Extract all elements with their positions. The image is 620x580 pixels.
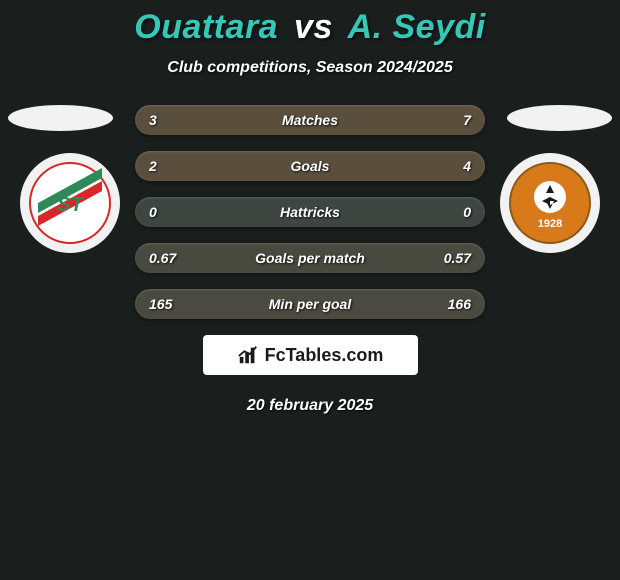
stat-row: 165 Min per goal 166 <box>135 289 485 319</box>
stat-value-right: 166 <box>431 296 471 312</box>
team-badge-left: ST <box>20 153 120 253</box>
chart-bars-icon <box>237 344 259 366</box>
stat-row: 3 Matches 7 <box>135 105 485 135</box>
player2-name: A. Seydi <box>348 8 486 46</box>
stat-label: Goals per match <box>255 250 365 266</box>
stat-value-left: 3 <box>149 112 189 128</box>
stat-row: 2 Goals 4 <box>135 151 485 181</box>
brand-text: FcTables.com <box>265 345 384 366</box>
right-oval-decoration <box>507 105 612 131</box>
stat-label: Matches <box>282 112 338 128</box>
svg-text:ST: ST <box>57 194 84 216</box>
left-oval-decoration <box>8 105 113 131</box>
team-badge-right-inner: 1928 <box>508 161 592 245</box>
svg-text:1928: 1928 <box>538 218 562 230</box>
stat-value-left: 0 <box>149 204 189 220</box>
stat-label: Min per goal <box>269 296 351 312</box>
page-title: Ouattara vs A. Seydi <box>0 8 620 47</box>
stat-label: Hattricks <box>280 204 340 220</box>
stat-value-right: 4 <box>431 158 471 174</box>
subtitle: Club competitions, Season 2024/2025 <box>0 59 620 77</box>
stat-value-left: 2 <box>149 158 189 174</box>
player1-name: Ouattara <box>134 8 278 46</box>
stat-value-right: 0.57 <box>431 250 471 266</box>
team-badge-right: 1928 <box>500 153 600 253</box>
vs-separator: vs <box>294 8 333 46</box>
main-area: ST 1928 3 Matches 7 2 Goals 4 0 Hattricks 0 0.67 G… <box>0 105 620 415</box>
stats-list: 3 Matches 7 2 Goals 4 0 Hattricks 0 0.67 Goals per… <box>135 105 485 319</box>
stat-row: 0 Hattricks 0 <box>135 197 485 227</box>
brand-badge[interactable]: FcTables.com <box>203 335 418 375</box>
team-logo-right-icon: 1928 <box>508 161 592 245</box>
comparison-card: Ouattara vs A. Seydi Club competitions, … <box>0 0 620 415</box>
stat-value-right: 0 <box>431 204 471 220</box>
stat-value-right: 7 <box>431 112 471 128</box>
stat-label: Goals <box>291 158 330 174</box>
team-logo-left-icon: ST <box>28 161 112 245</box>
stat-row: 0.67 Goals per match 0.57 <box>135 243 485 273</box>
stat-value-left: 0.67 <box>149 250 189 266</box>
stat-value-left: 165 <box>149 296 189 312</box>
date-text: 20 february 2025 <box>0 397 620 415</box>
team-badge-left-inner: ST <box>28 161 112 245</box>
